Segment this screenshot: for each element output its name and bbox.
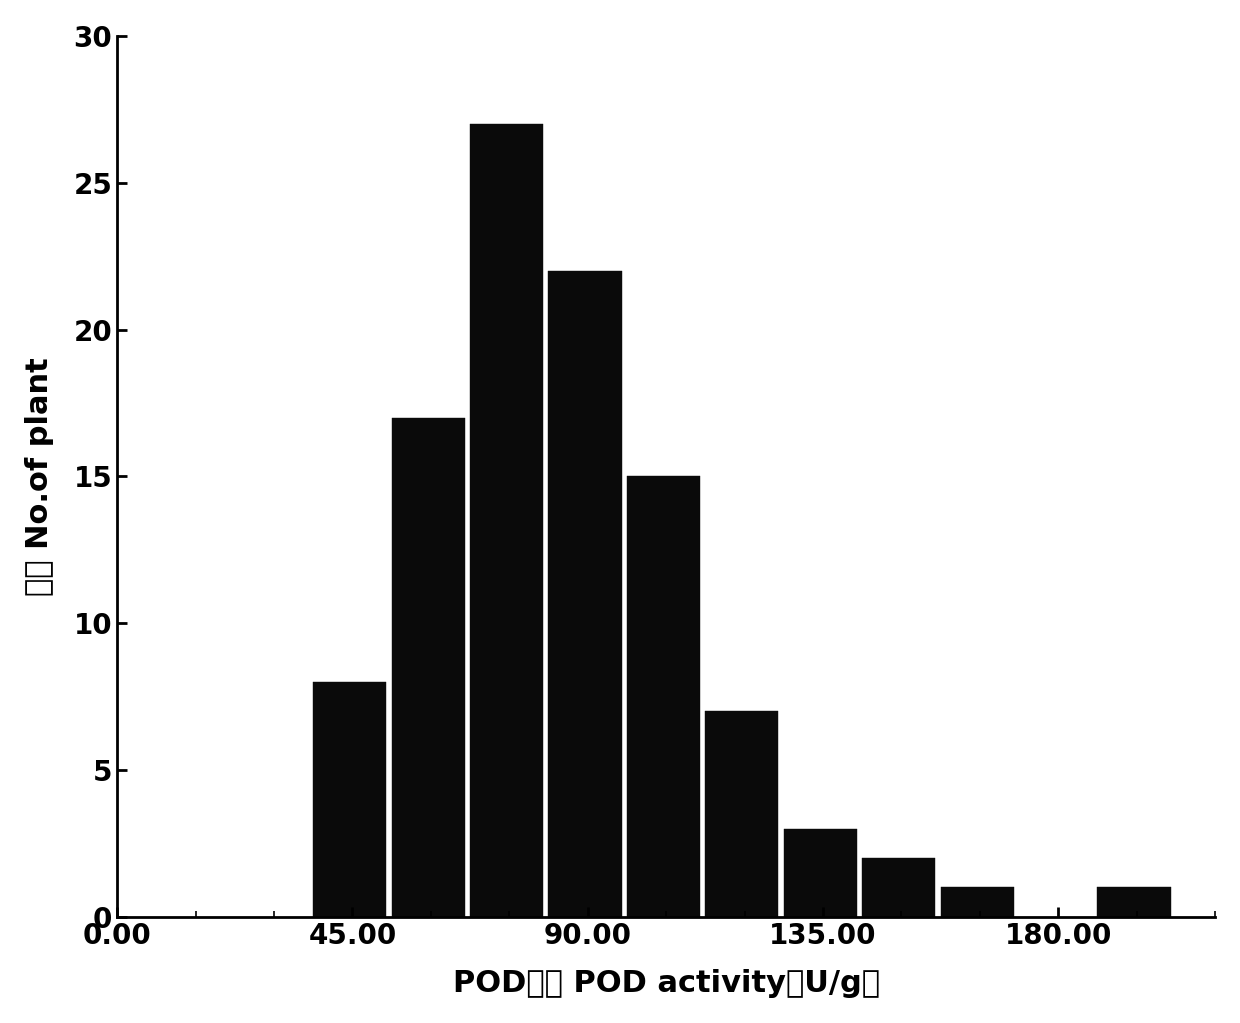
Y-axis label: 株数 No.of plant: 株数 No.of plant (25, 357, 55, 595)
Bar (314, 682, 387, 917)
Bar (941, 887, 1014, 917)
X-axis label: POD活性 POD activity（U/g）: POD活性 POD activity（U/g） (453, 969, 879, 998)
Bar (862, 858, 935, 917)
Bar (548, 271, 621, 917)
Bar (392, 417, 465, 917)
Bar (627, 477, 701, 917)
Bar (1097, 887, 1171, 917)
Bar (784, 829, 857, 917)
Bar (470, 124, 543, 917)
Bar (706, 711, 779, 917)
